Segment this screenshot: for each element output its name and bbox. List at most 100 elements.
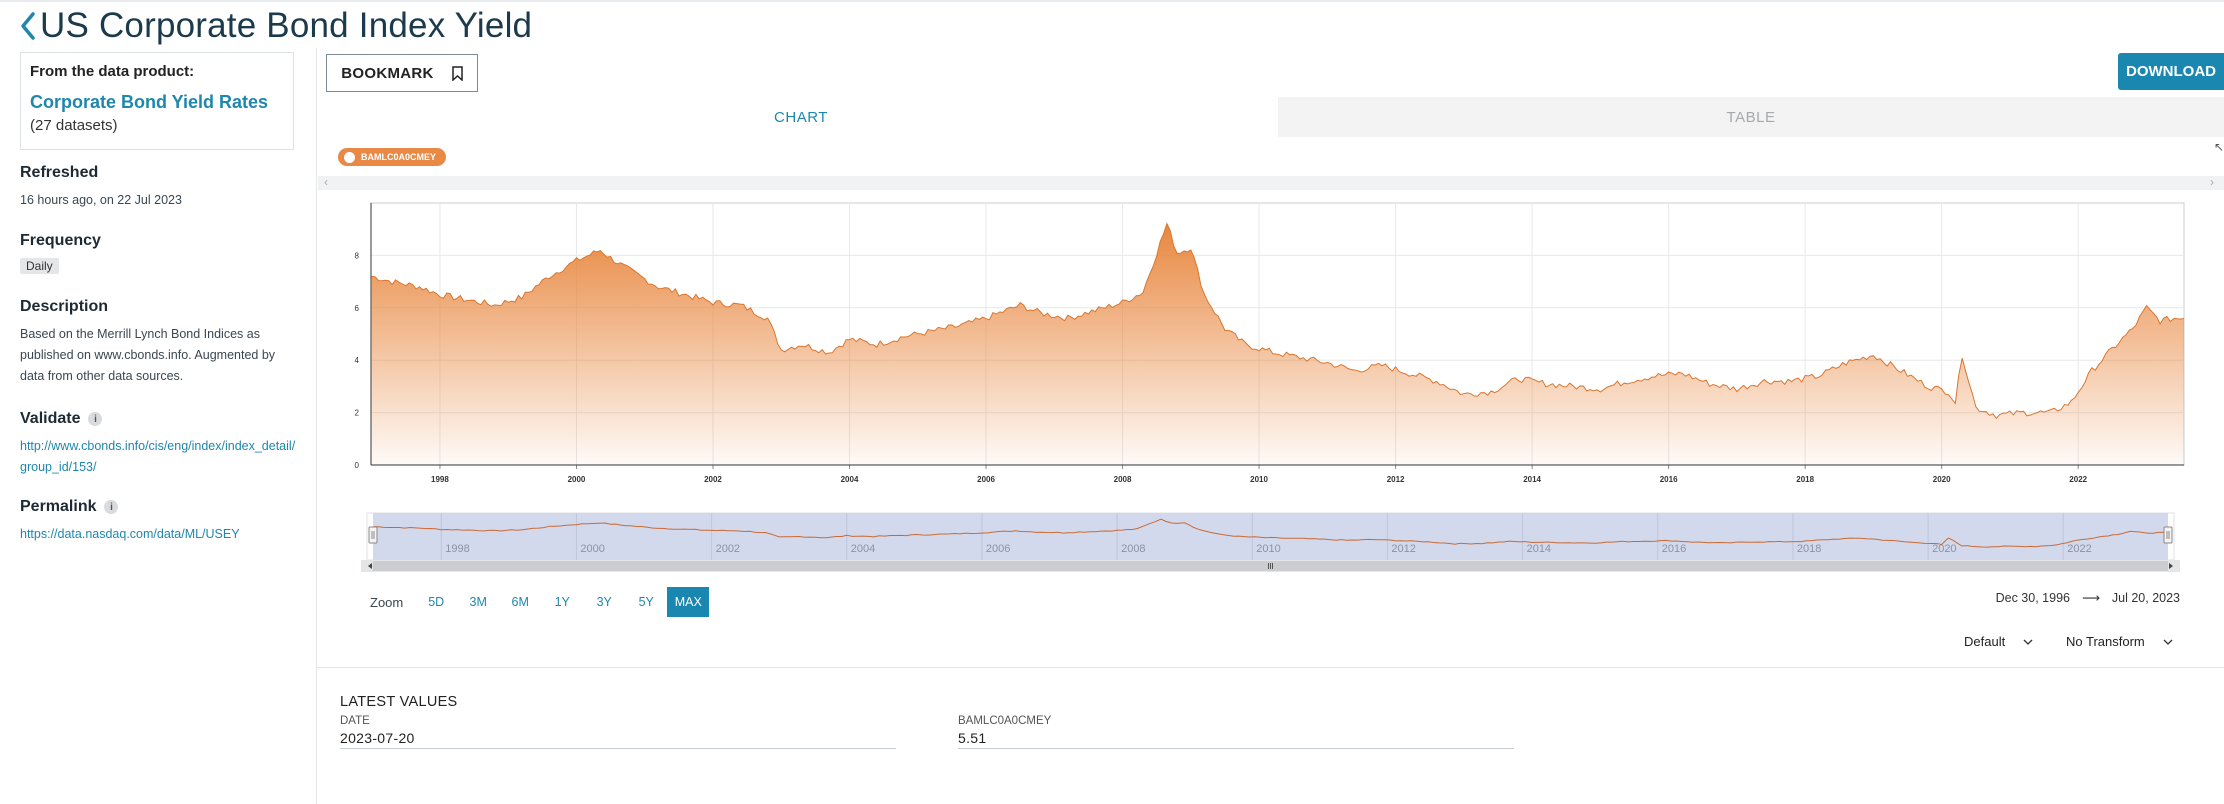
x-tick-label: 2006 bbox=[977, 475, 995, 484]
latest-series-label: BAMLC0A0CMEY bbox=[958, 715, 1514, 727]
frequency-label: Frequency bbox=[20, 232, 300, 250]
date-from[interactable]: Dec 30, 1996 bbox=[1996, 591, 2070, 605]
latest-series-value: 5.51 bbox=[958, 730, 1514, 746]
info-icon[interactable]: i bbox=[88, 412, 102, 426]
refreshed-label: Refreshed bbox=[20, 164, 300, 182]
permalink-link[interactable]: https://data.nasdaq.com/data/ML/USEY bbox=[20, 524, 300, 545]
page-header: US Corporate Bond Index Yield bbox=[18, 4, 532, 48]
latest-date-label: DATE bbox=[340, 715, 896, 727]
horizontal-scrollbar[interactable]: ‹ › bbox=[318, 176, 2224, 190]
data-product-box: From the data product: Corporate Bond Yi… bbox=[20, 52, 294, 150]
navigator-tick-label: 2008 bbox=[1121, 543, 1145, 555]
frequency-section: Frequency Daily bbox=[20, 232, 300, 275]
x-tick-label: 2012 bbox=[1387, 475, 1405, 484]
y-tick-label: 2 bbox=[355, 409, 360, 418]
x-tick-label: 1998 bbox=[431, 475, 449, 484]
section-divider bbox=[317, 667, 2224, 668]
validate-link[interactable]: http://www.cbonds.info/cis/eng/index/ind… bbox=[20, 436, 296, 478]
range-navigator[interactable]: 1998 2000 2002 2004 2006 2008 2010 2012 2014 2016… bbox=[361, 513, 2180, 572]
zoom-max-button[interactable]: MAX bbox=[667, 587, 709, 617]
navigator-tick-label: 2012 bbox=[1391, 543, 1415, 555]
navigator-tick-label: 2020 bbox=[1932, 543, 1956, 555]
bookmark-icon bbox=[452, 66, 463, 81]
y-tick-label: 0 bbox=[355, 461, 360, 470]
x-tick-label: 2000 bbox=[568, 475, 586, 484]
y-tick-label: 6 bbox=[355, 304, 360, 313]
zoom-5d-button[interactable]: 5D bbox=[415, 587, 457, 617]
zoom-3m-button[interactable]: 3M bbox=[457, 587, 499, 617]
default-select[interactable]: Default bbox=[1964, 634, 2033, 649]
back-chevron-icon[interactable] bbox=[18, 8, 38, 44]
date-to[interactable]: Jul 20, 2023 bbox=[2112, 591, 2180, 605]
chevron-down-icon bbox=[2023, 639, 2033, 645]
date-range: Dec 30, 1996 ⟶ Jul 20, 2023 bbox=[1996, 590, 2180, 605]
zoom-controls: Zoom 5D 3M 6M 1Y 3Y 5Y MAX bbox=[370, 587, 709, 617]
zoom-5y-button[interactable]: 5Y bbox=[625, 587, 667, 617]
series-chip[interactable]: BAMLC0A0CMEY bbox=[338, 148, 446, 166]
default-select-value: Default bbox=[1964, 634, 2005, 649]
chevron-down-icon bbox=[2163, 639, 2173, 645]
navigator-tick-label: 2014 bbox=[1527, 543, 1551, 555]
date-range-arrow-icon: ⟶ bbox=[2082, 590, 2100, 605]
bookmark-button[interactable]: BOOKMARK bbox=[326, 54, 478, 92]
transform-select-value: No Transform bbox=[2066, 634, 2145, 649]
x-tick-label: 2020 bbox=[1933, 475, 1951, 484]
description-label: Description bbox=[20, 298, 298, 316]
y-tick-label: 8 bbox=[355, 251, 360, 260]
navigator-tick-label: 1998 bbox=[445, 543, 469, 555]
info-icon[interactable]: i bbox=[104, 500, 118, 514]
x-tick-label: 2018 bbox=[1796, 475, 1814, 484]
zoom-3y-button[interactable]: 3Y bbox=[583, 587, 625, 617]
permalink-label-row: Permalink i bbox=[20, 498, 300, 516]
zoom-1y-button[interactable]: 1Y bbox=[541, 587, 583, 617]
validate-section: Validate i http://www.cbonds.info/cis/en… bbox=[20, 410, 296, 478]
navigator-right-handle[interactable] bbox=[2164, 527, 2172, 543]
navigator-tick-label: 2002 bbox=[716, 543, 740, 555]
x-tick-label: 2004 bbox=[841, 475, 859, 484]
zoom-6m-button[interactable]: 6M bbox=[499, 587, 541, 617]
navigator-left-handle[interactable] bbox=[369, 527, 377, 543]
description-text: Based on the Merrill Lynch Bond Indices … bbox=[20, 324, 298, 387]
series-toggle-dot bbox=[344, 152, 355, 163]
x-tick-label: 2008 bbox=[1114, 475, 1132, 484]
page-title: US Corporate Bond Index Yield bbox=[40, 6, 532, 46]
series-chip-label: BAMLC0A0CMEY bbox=[361, 152, 436, 162]
tab-table[interactable]: TABLE bbox=[1278, 97, 2224, 137]
transform-select[interactable]: No Transform bbox=[2066, 634, 2173, 649]
refreshed-value: 16 hours ago, on 22 Jul 2023 bbox=[20, 190, 300, 211]
navigator-tick-label: 2016 bbox=[1662, 543, 1686, 555]
tab-chart[interactable]: CHART bbox=[324, 97, 1278, 137]
scroll-right-icon[interactable]: › bbox=[2210, 175, 2214, 189]
latest-series-block: BAMLC0A0CMEY 5.51 bbox=[958, 715, 1514, 749]
x-tick-label: 2010 bbox=[1250, 475, 1268, 484]
frequency-badge: Daily bbox=[20, 258, 59, 274]
bookmark-label: BOOKMARK bbox=[341, 65, 433, 82]
latest-date-block: DATE 2023-07-20 bbox=[340, 715, 896, 749]
validate-label-row: Validate i bbox=[20, 410, 296, 428]
navigator-tick-label: 2000 bbox=[580, 543, 604, 555]
navigator-tick-label: 2022 bbox=[2067, 543, 2091, 555]
latest-date-value: 2023-07-20 bbox=[340, 730, 896, 746]
y-tick-label: 4 bbox=[355, 356, 360, 365]
sidebar-divider bbox=[316, 48, 317, 804]
yield-chart[interactable]: 0 2 4 6 8 1998 2000 2002 2004 2006 2008 2010 2012 20… bbox=[318, 190, 2224, 580]
top-border bbox=[0, 0, 2224, 2]
scroll-left-icon[interactable]: ‹ bbox=[324, 175, 328, 189]
data-product-link[interactable]: Corporate Bond Yield Rates bbox=[30, 92, 284, 113]
latest-values-title: LATEST VALUES bbox=[340, 694, 458, 710]
navigator-tick-label: 2004 bbox=[851, 543, 875, 555]
navigator-tick-label: 2010 bbox=[1256, 543, 1280, 555]
refreshed-section: Refreshed 16 hours ago, on 22 Jul 2023 bbox=[20, 164, 300, 211]
from-product-label: From the data product: bbox=[30, 63, 284, 80]
x-axis: 1998 2000 2002 2004 2006 2008 2010 2012 2014 2016… bbox=[371, 465, 2184, 484]
x-tick-label: 2002 bbox=[704, 475, 722, 484]
x-tick-label: 2022 bbox=[2069, 475, 2087, 484]
permalink-label: Permalink bbox=[20, 498, 96, 516]
download-button[interactable]: DOWNLOAD bbox=[2118, 53, 2224, 90]
zoom-label: Zoom bbox=[370, 595, 403, 610]
navigator-tick-label: 2018 bbox=[1797, 543, 1821, 555]
description-section: Description Based on the Merrill Lynch B… bbox=[20, 298, 298, 387]
y-axis: 0 2 4 6 8 bbox=[355, 203, 371, 470]
resize-handle-icon[interactable]: ↖ bbox=[2214, 140, 2224, 154]
dataset-count: (27 datasets) bbox=[30, 117, 284, 134]
